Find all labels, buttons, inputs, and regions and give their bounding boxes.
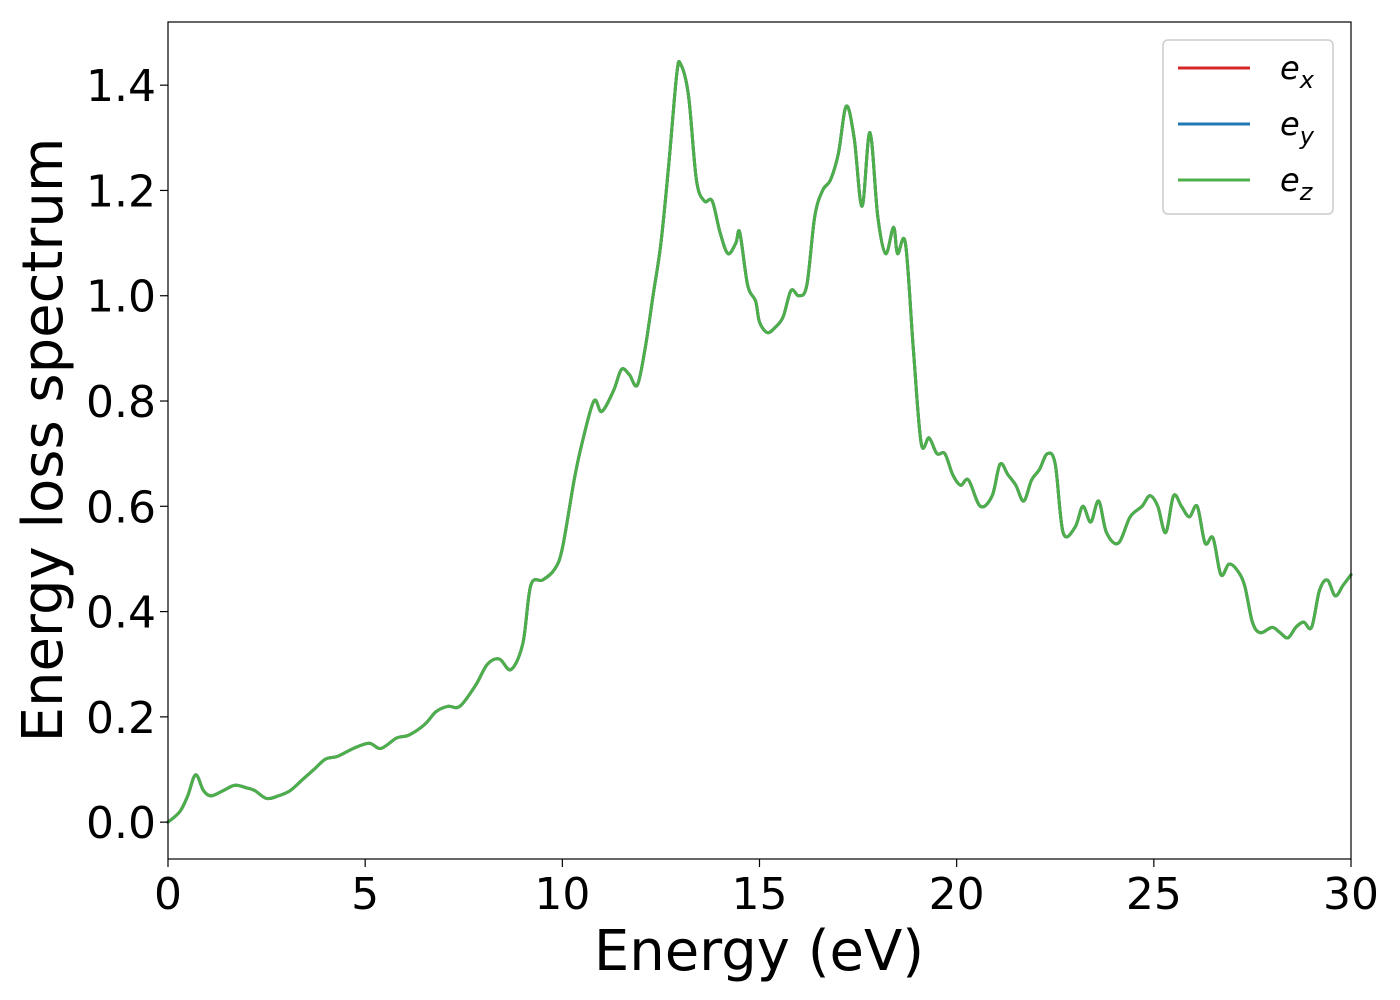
x-tick-label: 30 xyxy=(1323,869,1379,920)
y-tick-label: 0.8 xyxy=(86,377,156,428)
y-tick-label: 1.4 xyxy=(86,61,156,112)
x-tick-label: 0 xyxy=(154,869,182,920)
legend-label-main: e xyxy=(1280,105,1300,143)
legend-label-sub: y xyxy=(1299,122,1315,150)
legend-label-z: ez xyxy=(1280,161,1314,206)
y-axis-title: Energy loss spectrum xyxy=(11,138,76,743)
legend-label-main: e xyxy=(1280,161,1300,199)
legend-box xyxy=(1162,39,1334,215)
legend-label-sub: z xyxy=(1299,178,1314,206)
y-tick-label: 0.4 xyxy=(86,588,156,639)
x-tick-label: 20 xyxy=(929,869,985,920)
series-line-z xyxy=(166,60,1353,824)
y-tick-label: 0.0 xyxy=(86,798,156,849)
x-tick-label: 5 xyxy=(351,869,379,920)
legend-label-sub: x xyxy=(1299,66,1315,94)
y-tick-label: 0.2 xyxy=(86,693,156,744)
y-tick-label: 0.6 xyxy=(86,482,156,533)
x-axis-title: Energy (eV) xyxy=(594,919,924,984)
x-tick-label: 25 xyxy=(1126,869,1182,920)
x-tick-label: 15 xyxy=(732,869,788,920)
y-axis: 0.0 0.2 0.4 0.6 0.8 1.0 1.2 1.4 xyxy=(86,61,168,849)
series-layer xyxy=(166,60,1353,824)
legend-label-y: ey xyxy=(1280,105,1315,150)
y-tick-label: 1.2 xyxy=(86,166,156,217)
legend-label-main: e xyxy=(1280,49,1300,87)
legend-label-x: ex xyxy=(1280,49,1315,94)
x-tick-label: 10 xyxy=(534,869,590,920)
x-axis: 0 5 10 15 20 25 30 xyxy=(154,859,1379,920)
y-tick-label: 1.0 xyxy=(86,272,156,323)
